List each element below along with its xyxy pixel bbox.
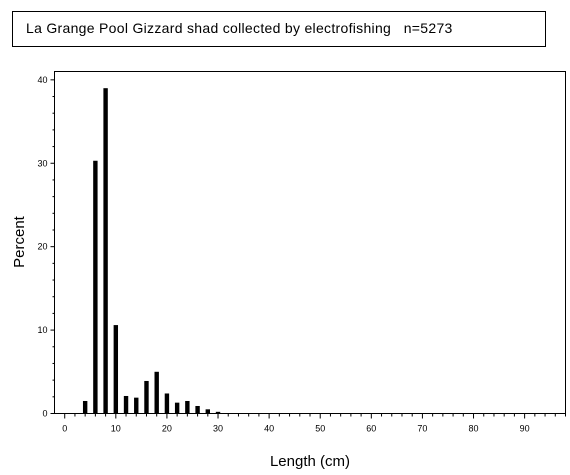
- bar: [82, 400, 88, 414]
- x-tick-label: 70: [417, 424, 427, 434]
- x-tick-label: 50: [315, 424, 325, 434]
- x-axis-label: Length (cm): [270, 453, 350, 470]
- y-tick-label: 10: [37, 325, 47, 335]
- bar: [195, 405, 200, 414]
- bars: [82, 88, 221, 414]
- plot-frame: [54, 71, 566, 414]
- x-tick-label: 40: [264, 424, 274, 434]
- y-tick-label: 20: [37, 242, 47, 252]
- y-axis: 0 10 20 30 40: [37, 75, 55, 419]
- bar: [134, 397, 139, 414]
- y-tick-label: 40: [37, 75, 47, 85]
- x-tick-label: 30: [213, 424, 223, 434]
- bar: [123, 395, 129, 414]
- y-tick-label: 30: [37, 158, 47, 168]
- bar: [154, 371, 159, 414]
- bar: [205, 409, 210, 414]
- bar: [215, 411, 221, 414]
- x-tick-label: 80: [469, 424, 479, 434]
- chart-title-box: La Grange Pool Gizzard shad collected by…: [12, 11, 546, 47]
- bar: [185, 400, 190, 414]
- y-axis-label: Percent: [11, 215, 28, 268]
- x-tick-label: 90: [520, 424, 530, 434]
- x-tick-label: 20: [162, 424, 172, 434]
- chart-title: La Grange Pool Gizzard shad collected by…: [26, 20, 453, 36]
- x-axis: 0 10 20 30 40 50 60 70 80 90: [62, 413, 566, 434]
- bar: [113, 325, 119, 414]
- y-tick-label: 0: [42, 409, 47, 419]
- bar: [164, 393, 170, 414]
- x-tick-label: 0: [62, 424, 67, 434]
- bar: [93, 160, 98, 414]
- bar: [174, 402, 180, 414]
- bar: [144, 380, 149, 414]
- bar: [103, 88, 108, 414]
- x-tick-label: 10: [111, 424, 121, 434]
- x-tick-label: 60: [366, 424, 376, 434]
